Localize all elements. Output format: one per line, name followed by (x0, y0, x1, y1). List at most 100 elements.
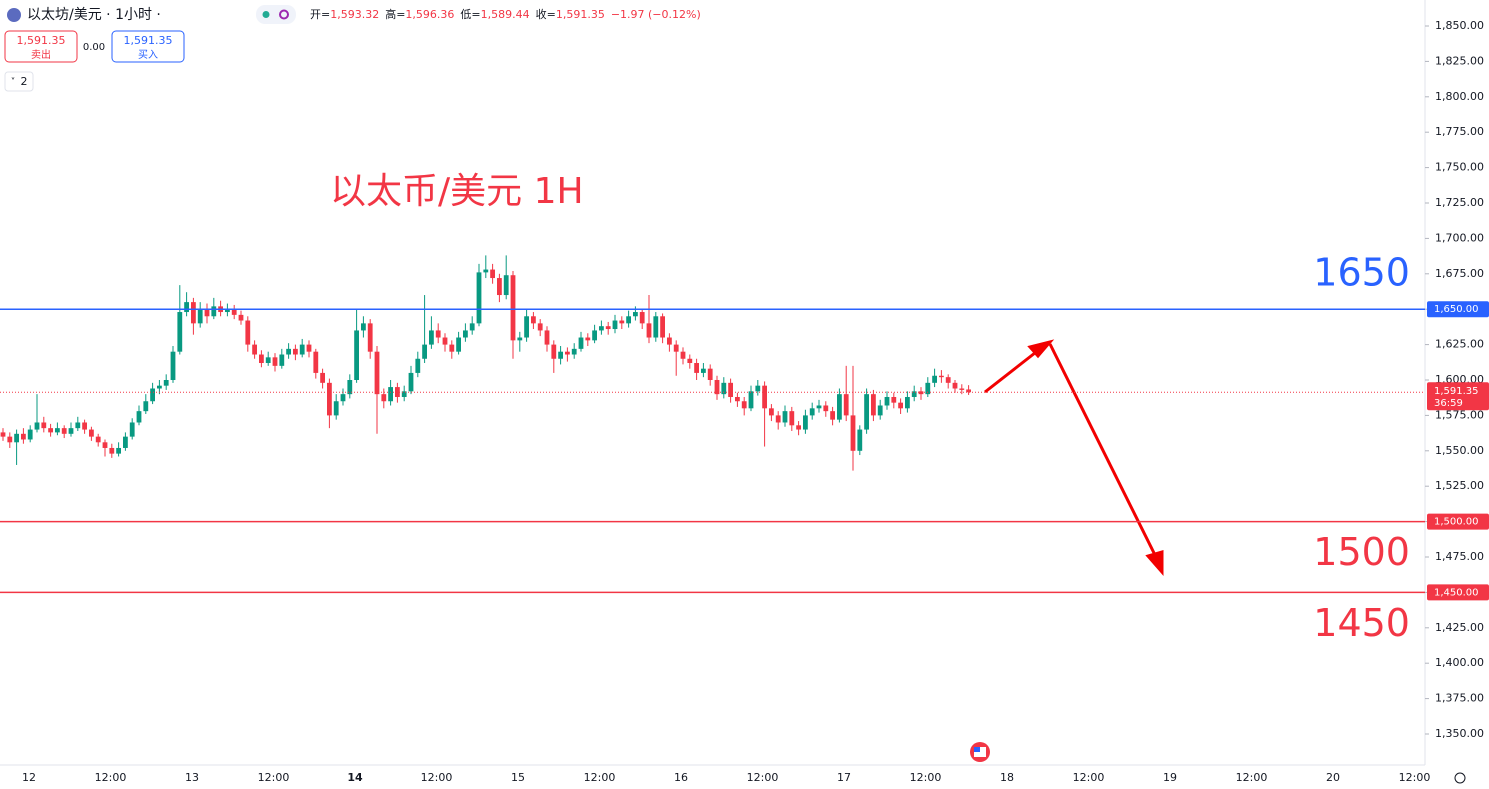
y-tick-label: 1,350.00 (1435, 727, 1484, 740)
y-tick-label: 1,375.00 (1435, 692, 1484, 705)
x-tick-label: 19 (1163, 771, 1177, 784)
candle-body (653, 316, 659, 338)
candle-body (898, 402, 903, 409)
ohlc-value: 1,591.35 (556, 8, 605, 21)
arrow-up (984, 347, 1041, 394)
candle-body (537, 323, 543, 331)
y-tick-label: 1,700.00 (1435, 231, 1484, 244)
y-tick-label: 1,625.00 (1435, 338, 1484, 351)
candle-body (123, 436, 128, 448)
candle-body (762, 385, 767, 409)
candle-body (945, 377, 951, 383)
candle-body (966, 389, 971, 393)
candle-body (626, 316, 631, 324)
candle-body (279, 354, 285, 366)
candle-body (544, 330, 550, 345)
x-tick-label: 12:00 (1399, 771, 1431, 784)
candle-body (415, 358, 421, 373)
x-tick-label: 14 (347, 771, 363, 784)
level-tag-label: 1,650.00 (1434, 304, 1479, 315)
candle-body (299, 344, 305, 355)
y-tick-label: 1,400.00 (1435, 656, 1484, 669)
candle-body (911, 391, 917, 397)
candle-body (551, 344, 557, 359)
candle-body (463, 330, 468, 338)
candle-body (823, 405, 829, 412)
ohlc-label: 开= (310, 8, 330, 21)
indicator-count: 2 (21, 75, 28, 88)
candle-body (701, 368, 706, 373)
candle-body (374, 351, 380, 395)
candle-body (476, 272, 482, 324)
candle-body (82, 422, 87, 430)
candle-body (361, 323, 366, 331)
ohlc-value: 1,593.32 (330, 8, 379, 21)
candle-body (646, 323, 652, 338)
candle-body (660, 316, 665, 338)
x-tick-label: 12:00 (910, 771, 942, 784)
y-tick-label: 1,825.00 (1435, 54, 1484, 67)
candle-body (333, 401, 339, 416)
candle-body (422, 344, 427, 359)
candle-body (0, 432, 6, 437)
candle-body (558, 351, 563, 359)
candle-body (313, 351, 319, 373)
candle-body (816, 405, 822, 409)
candle-body (231, 309, 237, 315)
candle-body (55, 428, 60, 433)
buy-button[interactable] (111, 30, 185, 63)
candle-body (959, 388, 965, 390)
arrow-down (1048, 343, 1157, 556)
ohlc-label: 低= (460, 8, 480, 21)
candle-body (871, 394, 876, 416)
candle-body (225, 309, 230, 313)
candle-body (211, 306, 217, 317)
x-tick-label: 18 (1000, 771, 1014, 784)
candle-body (524, 316, 529, 338)
candle-body (585, 337, 591, 341)
candle-body (170, 351, 176, 380)
candle-body (395, 387, 400, 397)
ohlc-label: 收= (536, 7, 556, 21)
y-tick-label: 1,725.00 (1435, 196, 1484, 209)
flag-canton (974, 747, 980, 752)
candle-body (238, 314, 244, 321)
candle-body (143, 401, 149, 412)
candle-body (184, 302, 189, 313)
y-tick-label: 1,525.00 (1435, 479, 1484, 492)
x-tick-label: 12:00 (747, 771, 779, 784)
candle-body (905, 396, 910, 409)
candle-body (687, 358, 693, 364)
settings-icon[interactable] (1454, 772, 1466, 784)
candle-body (449, 344, 455, 352)
candle-body (483, 269, 489, 273)
candle-body (510, 275, 516, 341)
candle-body (204, 309, 210, 317)
candle-body (116, 447, 121, 454)
candle-body (75, 422, 81, 429)
candle-body (442, 337, 448, 345)
indicators-toggle[interactable] (4, 71, 34, 92)
candle-body (265, 357, 271, 364)
candle-body (259, 354, 264, 364)
candle-body (952, 382, 958, 389)
candle-body (769, 408, 774, 416)
sell-button[interactable] (4, 30, 78, 63)
symbol-icon (7, 8, 21, 22)
event-flag[interactable] (970, 742, 990, 762)
candle-body (150, 388, 155, 402)
ohlc-value: 1,589.44 (481, 8, 530, 21)
candle-body (163, 380, 169, 386)
candle-body (605, 326, 611, 330)
candle-body (680, 351, 686, 359)
candle-body (707, 368, 713, 380)
candle-body (14, 433, 19, 443)
candle-body (136, 411, 142, 423)
status-pill[interactable] (256, 5, 296, 24)
sell-label: 卖出 (31, 48, 51, 61)
y-tick-label: 1,800.00 (1435, 90, 1484, 103)
candle-body (7, 436, 13, 443)
candle-body (435, 330, 441, 338)
y-tick-label: 1,425.00 (1435, 621, 1484, 634)
